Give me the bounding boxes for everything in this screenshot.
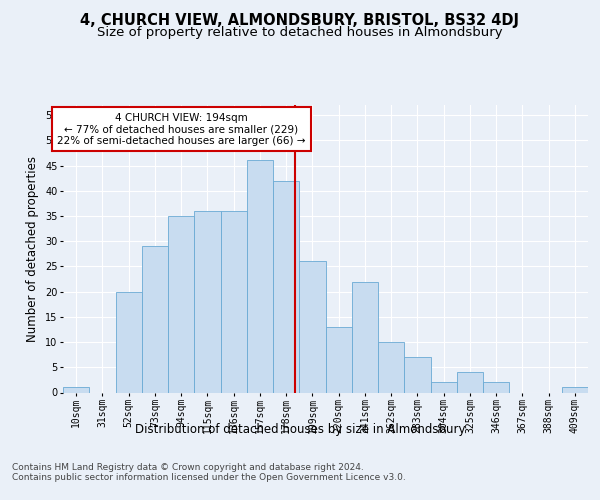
Bar (404, 357, 431, 392)
Bar (221, 211, 247, 392)
Text: Size of property relative to detached houses in Almondsbury: Size of property relative to detached ho… (97, 26, 503, 39)
Bar (115, 292, 142, 392)
Bar (562, 388, 588, 392)
Text: Distribution of detached houses by size in Almondsbury: Distribution of detached houses by size … (135, 422, 465, 436)
Bar (168, 216, 194, 392)
Bar (325, 327, 352, 392)
Bar (63, 388, 89, 392)
Bar (194, 211, 221, 392)
Bar (352, 282, 378, 393)
Bar (457, 372, 483, 392)
Bar (247, 160, 273, 392)
Text: Contains HM Land Registry data © Crown copyright and database right 2024.
Contai: Contains HM Land Registry data © Crown c… (12, 462, 406, 482)
Bar (299, 262, 325, 392)
Bar (142, 246, 168, 392)
Bar (483, 382, 509, 392)
Bar (273, 180, 299, 392)
Text: 4, CHURCH VIEW, ALMONDSBURY, BRISTOL, BS32 4DJ: 4, CHURCH VIEW, ALMONDSBURY, BRISTOL, BS… (80, 12, 520, 28)
Bar (378, 342, 404, 392)
Text: 4 CHURCH VIEW: 194sqm
← 77% of detached houses are smaller (229)
22% of semi-det: 4 CHURCH VIEW: 194sqm ← 77% of detached … (57, 112, 305, 146)
Bar (431, 382, 457, 392)
Y-axis label: Number of detached properties: Number of detached properties (26, 156, 40, 342)
